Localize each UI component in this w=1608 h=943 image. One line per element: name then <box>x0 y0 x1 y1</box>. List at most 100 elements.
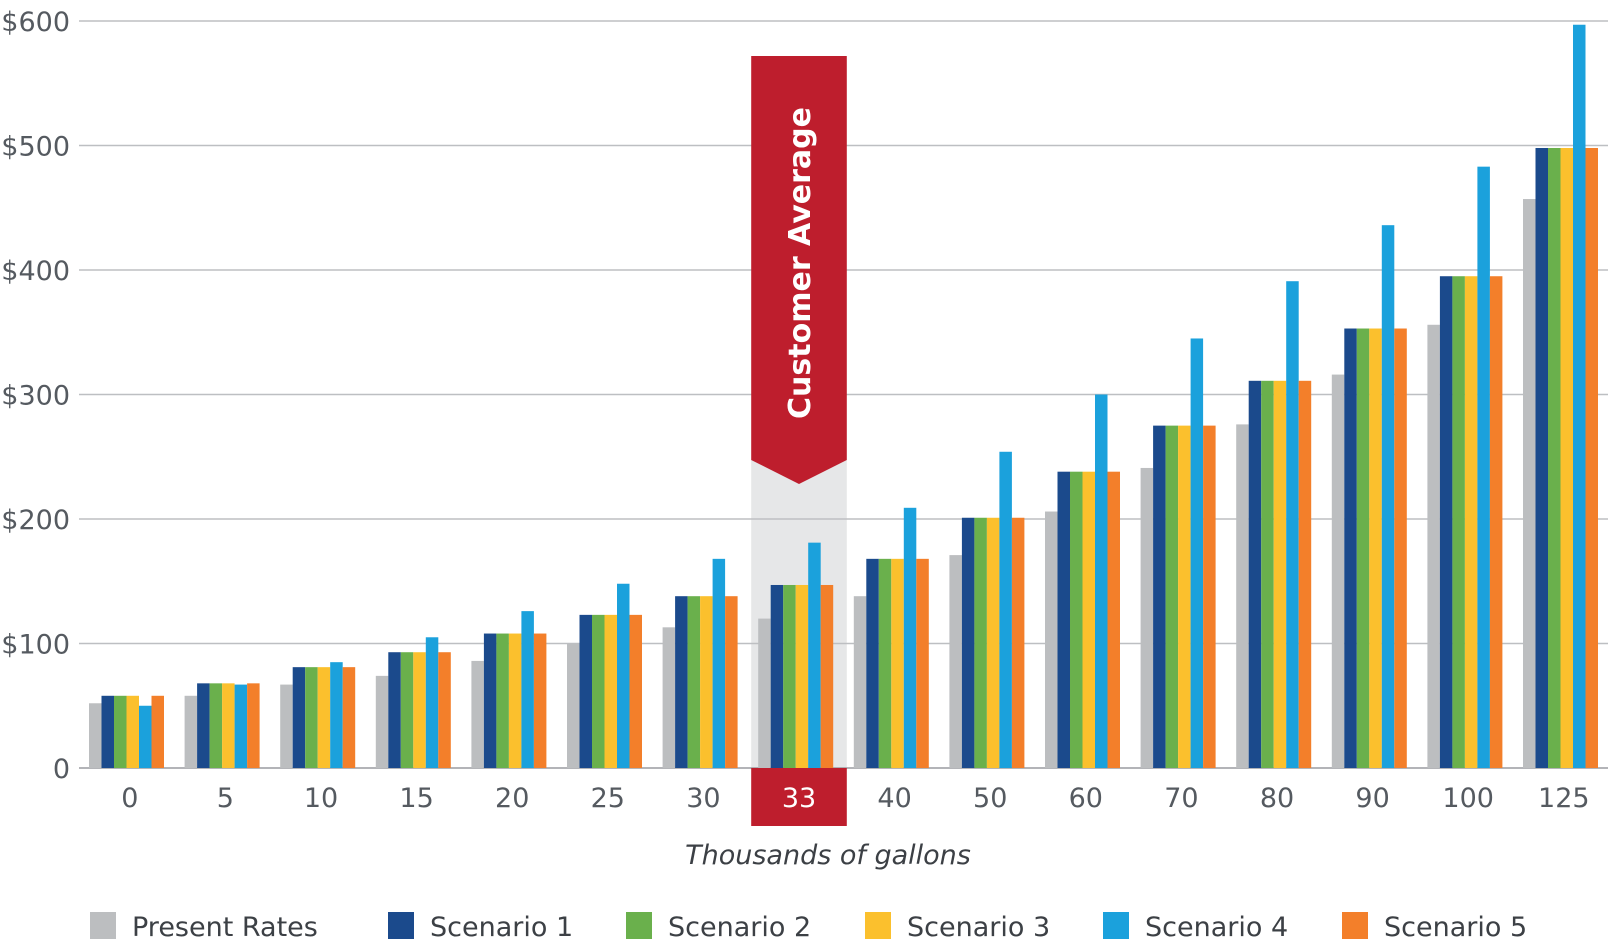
y-tick-label: $300 <box>1 381 70 412</box>
bar <box>770 584 784 768</box>
bar <box>903 507 917 768</box>
bar <box>375 675 389 768</box>
bar <box>1273 380 1287 768</box>
x-tick-label: 90 <box>1355 783 1389 814</box>
x-axis-ticks: 0 5 10 15 20 25 30 33 40 50 60 70 80 90 100 125 <box>121 768 1590 826</box>
bar <box>1548 147 1561 769</box>
bar <box>617 583 630 768</box>
x-axis-title: Thousands of gallons <box>685 840 971 871</box>
x-tick-label: 100 <box>1442 783 1494 814</box>
bar <box>1356 328 1370 768</box>
bar <box>891 558 904 768</box>
bar <box>1369 328 1382 768</box>
x-tick-label: 80 <box>1260 783 1294 814</box>
x-tick-label: 60 <box>1069 783 1103 814</box>
legend-label: Scenario 3 <box>907 912 1050 943</box>
customer-average-label: Customer Average <box>783 107 818 419</box>
bar <box>521 611 534 768</box>
customer-average-callout: Customer Average <box>751 56 847 484</box>
bar <box>808 542 821 768</box>
bar <box>974 517 987 768</box>
bar <box>949 555 962 768</box>
bar <box>1560 147 1573 769</box>
bar <box>197 683 210 768</box>
bar <box>675 596 688 768</box>
bar <box>1523 199 1536 768</box>
bar <box>916 558 929 768</box>
y-tick-label: $400 <box>1 256 70 287</box>
x-tick-label: 0 <box>121 783 138 814</box>
legend-swatch <box>865 912 891 939</box>
bar <box>999 451 1012 768</box>
y-tick-label: $600 <box>1 7 70 38</box>
bar <box>1011 517 1025 768</box>
bar <box>1107 471 1120 768</box>
bar <box>234 684 248 768</box>
bar <box>438 652 451 768</box>
bar <box>604 614 617 768</box>
bar <box>725 596 738 768</box>
bar <box>1439 276 1453 768</box>
y-tick-label: $200 <box>1 505 70 536</box>
x-tick-label: 33 <box>782 783 816 814</box>
bars <box>89 24 1598 769</box>
bar <box>795 584 809 768</box>
x-tick-label: 15 <box>399 783 433 814</box>
legend-label: Scenario 2 <box>668 912 811 943</box>
x-tick-label: 125 <box>1538 783 1590 814</box>
bar <box>1489 276 1503 768</box>
y-axis-ticks: 0 $100 $200 $300 $400 $500 $600 <box>1 7 70 785</box>
x-tick-label: 70 <box>1164 783 1198 814</box>
bar <box>1095 394 1108 768</box>
x-tick-label: 5 <box>217 783 234 814</box>
bar <box>126 695 139 768</box>
bar <box>687 596 701 768</box>
bar <box>986 517 1000 768</box>
bar <box>878 558 892 768</box>
bar <box>629 614 642 768</box>
legend-label: Scenario 1 <box>430 912 573 943</box>
bar <box>853 596 867 768</box>
bar <box>247 683 260 768</box>
bar <box>317 667 331 768</box>
bar <box>151 695 164 768</box>
bar <box>662 627 676 768</box>
bar <box>413 652 426 768</box>
bar <box>280 684 293 768</box>
bar <box>1082 471 1095 768</box>
bar <box>292 667 306 768</box>
x-tick-label: 40 <box>877 783 911 814</box>
bar <box>1153 425 1166 768</box>
y-tick-label: $100 <box>1 630 70 661</box>
x-tick-label: 25 <box>591 783 625 814</box>
bar <box>1190 338 1204 768</box>
bar <box>1394 328 1407 768</box>
bar <box>400 652 414 768</box>
legend-label: Scenario 4 <box>1145 912 1288 943</box>
bar <box>1165 425 1179 768</box>
bar <box>1344 328 1357 768</box>
bar <box>1452 276 1465 768</box>
bar <box>1070 471 1083 768</box>
bar <box>89 703 102 768</box>
bar <box>820 584 834 768</box>
bar <box>1585 147 1598 769</box>
legend-label: Scenario 5 <box>1384 912 1527 943</box>
bar <box>342 667 356 768</box>
bar <box>592 614 605 768</box>
bar <box>567 643 580 768</box>
x-tick-label: 10 <box>304 783 338 814</box>
bar <box>139 705 152 768</box>
bar <box>1535 147 1548 769</box>
bar <box>1298 380 1312 768</box>
bar <box>1261 380 1274 768</box>
bar <box>471 660 484 768</box>
bar <box>508 633 522 768</box>
legend-label: Present Rates <box>132 912 318 943</box>
bar <box>1248 380 1262 768</box>
bar <box>579 614 592 768</box>
x-tick-label: 30 <box>686 783 720 814</box>
x-tick-label: 50 <box>973 783 1007 814</box>
bar <box>1236 424 1249 768</box>
